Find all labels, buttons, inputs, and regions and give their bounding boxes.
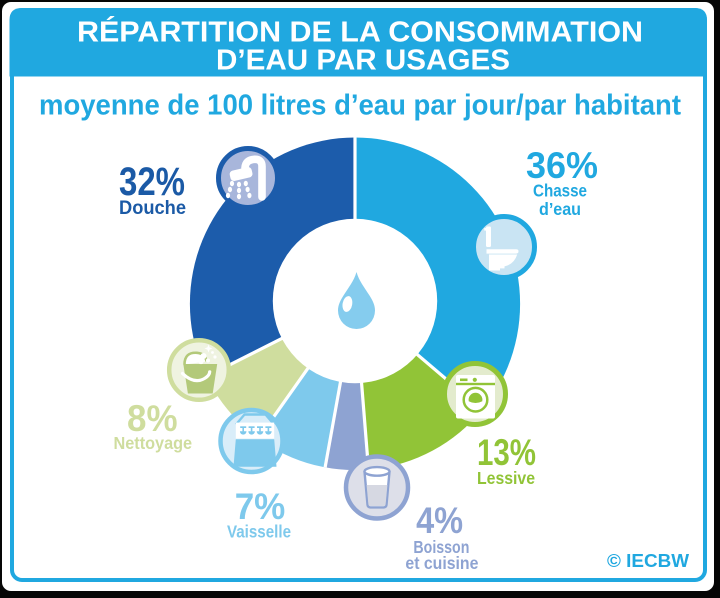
svg-text:36%: 36%: [526, 145, 598, 186]
svg-text:13%: 13%: [477, 431, 536, 473]
svg-text:8%: 8%: [127, 397, 178, 439]
svg-text:32%: 32%: [119, 160, 185, 204]
svg-text:7%: 7%: [235, 485, 286, 527]
svg-text:Nettoyage: Nettoyage: [114, 433, 193, 453]
svg-text:RÉPARTITION DE LA CONSOMMATION: RÉPARTITION DE LA CONSOMMATION: [77, 17, 643, 49]
svg-text:Douche: Douche: [119, 198, 186, 219]
svg-text:Lessive: Lessive: [477, 468, 535, 488]
svg-text:4%: 4%: [416, 499, 463, 541]
svg-text:Vaisselle: Vaisselle: [227, 521, 291, 541]
svg-text:et cuisine: et cuisine: [405, 553, 478, 573]
svg-text:D’EAU PAR USAGES: D’EAU PAR USAGES: [216, 45, 510, 77]
svg-text:Chasse: Chasse: [533, 180, 587, 200]
svg-text:© IECBW: © IECBW: [607, 550, 689, 571]
svg-text:d’eau: d’eau: [539, 199, 581, 219]
svg-text:moyenne de 100 litres d’eau pa: moyenne de 100 litres d’eau par jour/par…: [39, 90, 681, 122]
svg-text:Boisson: Boisson: [413, 537, 469, 557]
